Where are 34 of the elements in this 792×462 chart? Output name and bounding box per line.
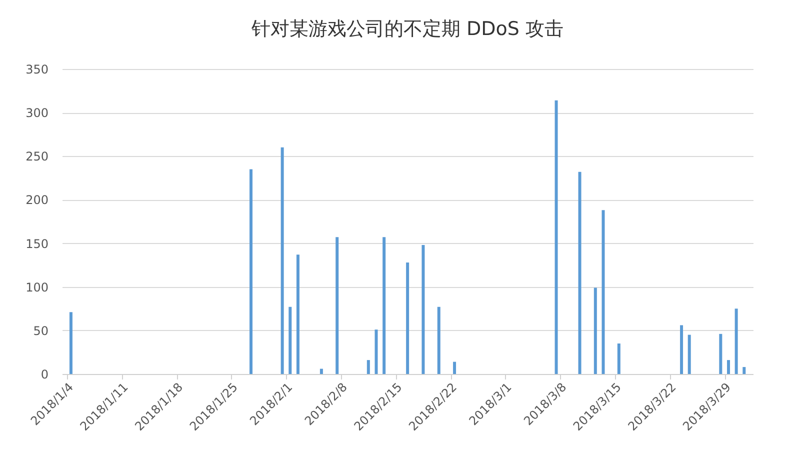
bar xyxy=(726,360,730,374)
y-tick-label: 200 xyxy=(26,193,48,208)
bar xyxy=(69,312,72,374)
bar xyxy=(288,306,292,374)
bar xyxy=(680,325,684,374)
bar xyxy=(336,237,339,374)
y-tick-label: 300 xyxy=(26,106,48,120)
bar xyxy=(366,360,370,374)
bar xyxy=(742,367,746,374)
bar xyxy=(617,344,620,374)
bar xyxy=(280,147,284,374)
bar xyxy=(296,254,300,374)
y-tick-label: 0 xyxy=(40,368,48,382)
bar xyxy=(453,362,456,374)
y-tick-label: 250 xyxy=(26,150,48,164)
y-tick-label: 150 xyxy=(26,236,48,251)
bar xyxy=(250,169,253,374)
bar xyxy=(602,210,605,374)
y-tick-label: 350 xyxy=(26,62,48,76)
bar xyxy=(594,288,597,374)
bar xyxy=(382,237,386,374)
bar xyxy=(734,308,738,374)
bar xyxy=(578,172,582,374)
bar xyxy=(374,330,378,374)
chart-title: 针对某游戏公司的不定期 DDoS 攻击 xyxy=(250,18,564,40)
bar xyxy=(406,262,410,374)
y-tick-label: 100 xyxy=(26,280,48,294)
bar xyxy=(422,245,425,374)
bar xyxy=(554,100,558,374)
y-tick-label: 50 xyxy=(33,324,48,338)
bar xyxy=(437,306,440,374)
bar xyxy=(719,334,722,374)
bar xyxy=(688,334,691,374)
bar xyxy=(320,368,323,374)
